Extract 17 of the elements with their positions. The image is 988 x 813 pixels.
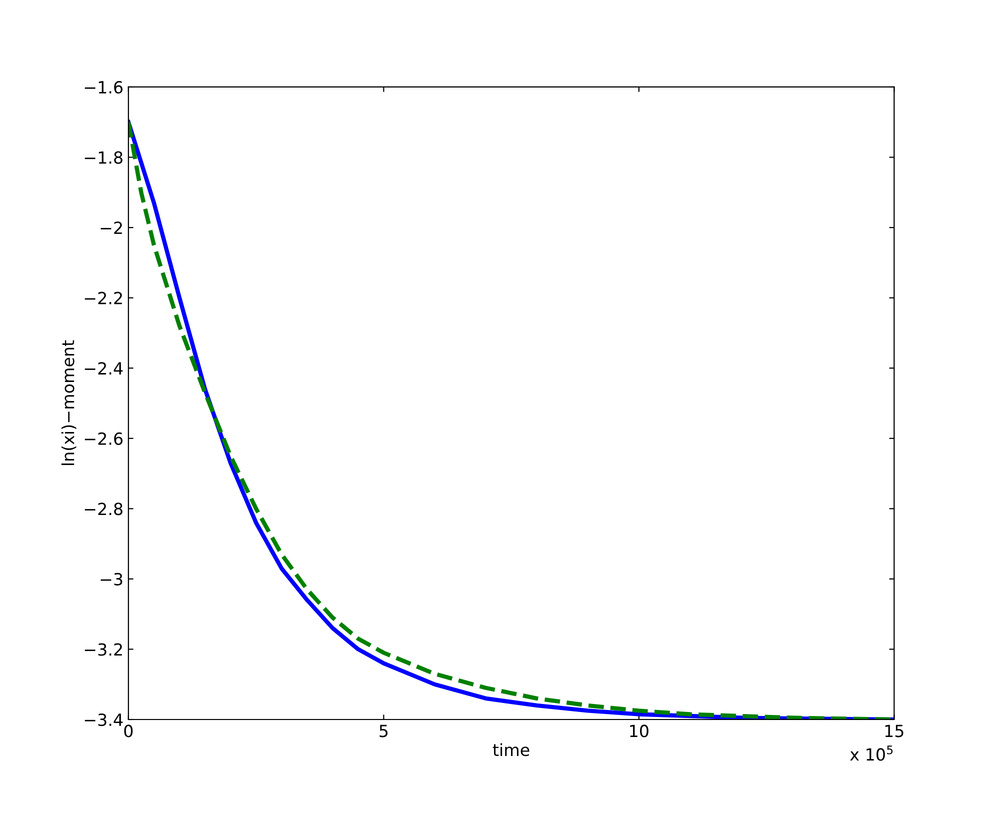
x-tick-label: 15 xyxy=(885,724,904,738)
y-tick-label: −2.8 xyxy=(84,502,122,516)
y-tick-label: −2.2 xyxy=(84,292,122,304)
y-axis-title: ln(xi)−moment xyxy=(61,340,76,466)
x-tick-label: 10 xyxy=(630,724,648,738)
y-tick-label: −3.4 xyxy=(84,713,123,726)
y-tick-label: −2 xyxy=(100,222,122,234)
x-tick-label: 5 xyxy=(380,724,388,738)
y-tick-label: −3 xyxy=(100,572,122,586)
y-tick-label: −1.8 xyxy=(84,151,122,164)
y-tick-label: −2.6 xyxy=(84,432,123,445)
y-tick-label: −2.4 xyxy=(84,362,123,374)
text: x 10$^{5}$ xyxy=(850,746,893,761)
x-axis-title: time xyxy=(492,743,530,756)
y-tick-label: −3.2 xyxy=(84,643,122,656)
y-tick-label: −1.6 xyxy=(84,80,123,94)
x-tick-label: 0 xyxy=(124,724,133,738)
